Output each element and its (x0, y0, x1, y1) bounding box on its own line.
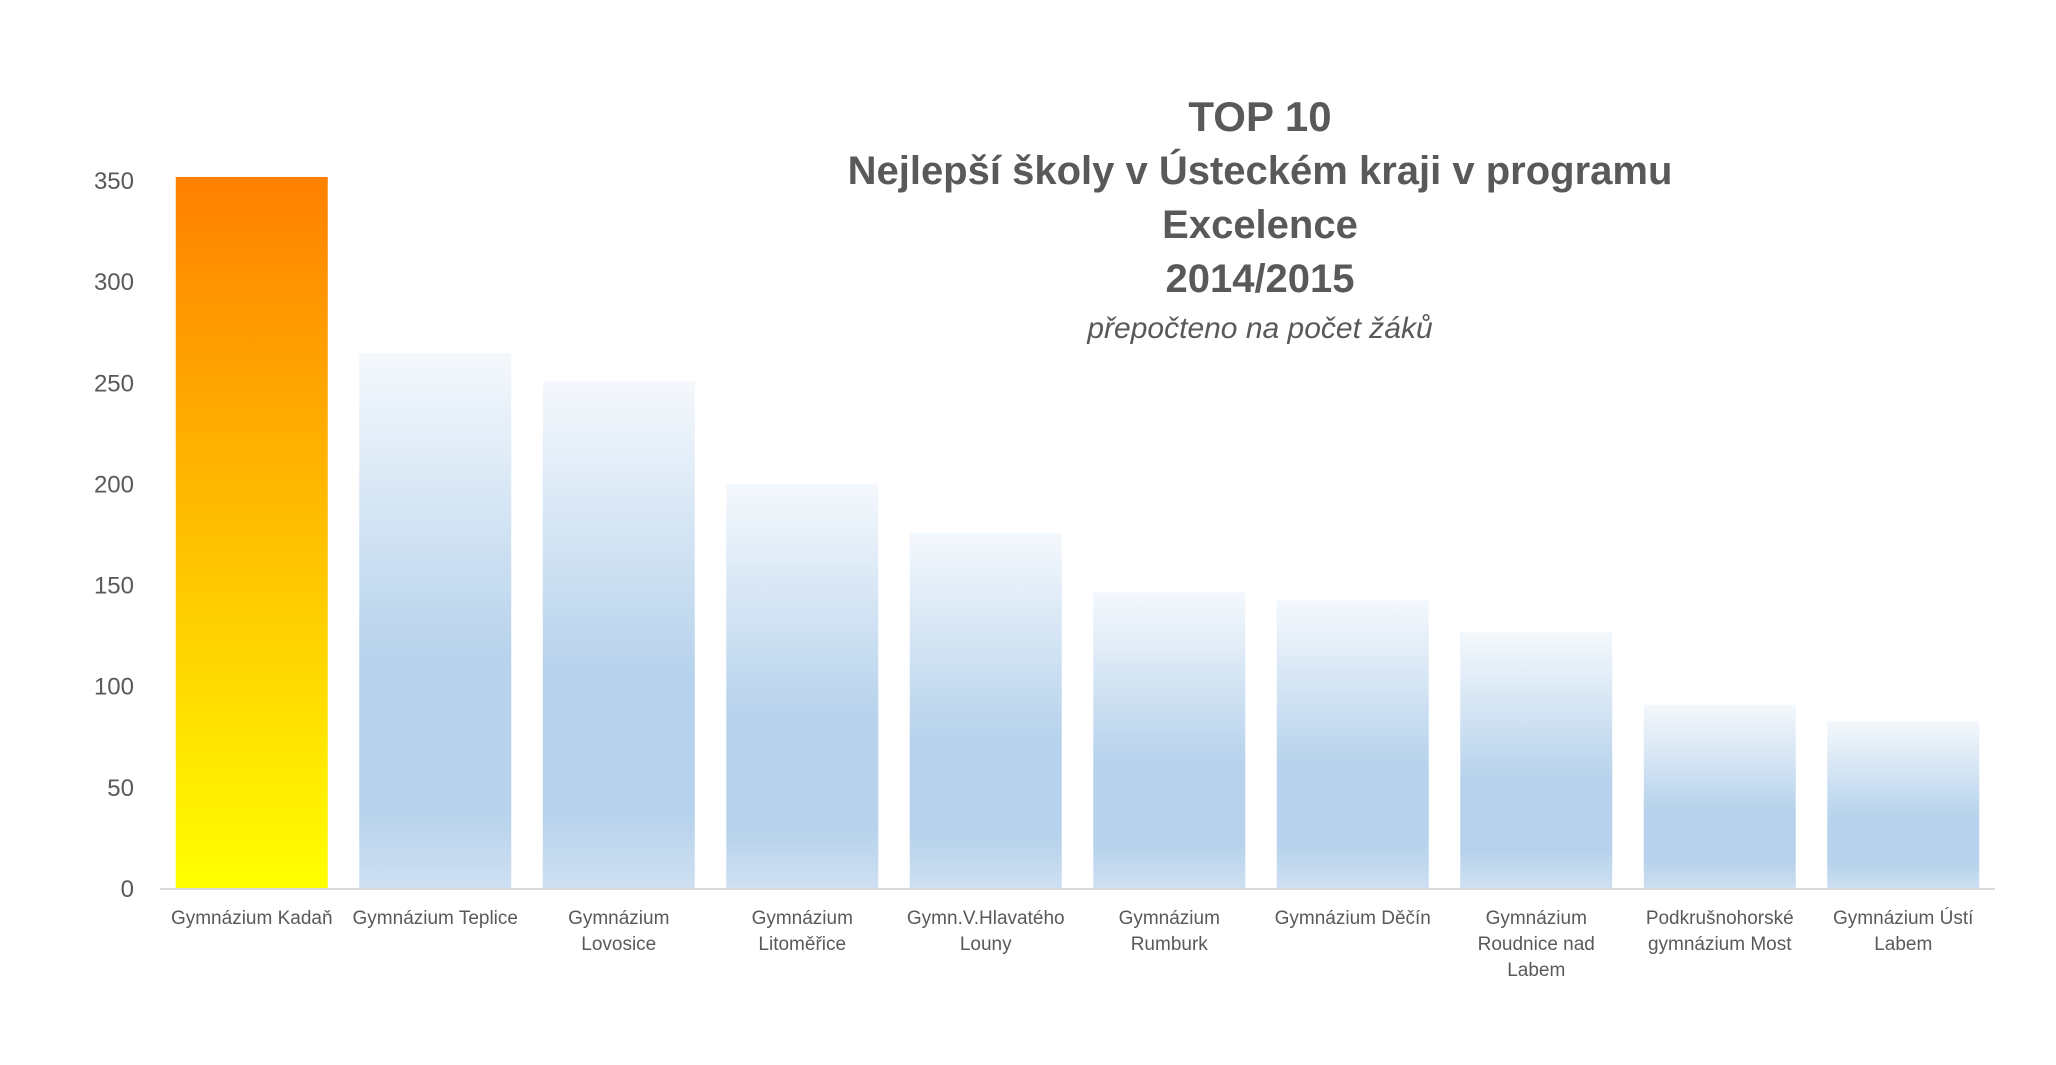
bar (726, 484, 879, 889)
x-tick-label: Podkrušnohorské gymnázium Most (1646, 908, 1794, 955)
x-tick-label-line: Labem (1874, 934, 1932, 955)
x-tick-label-line: Gymnázium (1119, 908, 1220, 929)
x-tick-label-line: Gymnázium Děčín (1275, 908, 1431, 929)
bar (1276, 599, 1429, 889)
x-tick-label-line: Rumburk (1131, 934, 1209, 955)
x-tick-label: Gymnázium Rumburk (1119, 908, 1220, 955)
x-tick-label: Gymn.V.Hlavatého Louny (907, 908, 1065, 955)
x-tick-label-line: Gymnázium (1486, 908, 1587, 929)
bar (359, 352, 512, 889)
chart-title-line-1: TOP 10 (1188, 93, 1332, 140)
y-tick-label: 200 (94, 471, 134, 498)
chart-title-line-3: 2014/2015 (1165, 257, 1355, 301)
y-axis: 0 50 100 150 200 250 300 350 (94, 168, 134, 903)
x-tick-label-line: Gymnázium Ústí (1833, 907, 1974, 929)
chart-subtitle: přepočteno na počet žáků (1087, 312, 1433, 345)
chart-title-block: TOP 10 Nejlepší školy v Ústeckém kraji v… (760, 90, 1760, 352)
x-tick-label: Gymnázium Litoměřice (752, 908, 853, 955)
y-tick-label: 50 (107, 775, 134, 802)
x-tick-label-line: Labem (1507, 960, 1565, 981)
y-tick-label: 0 (121, 876, 134, 903)
x-tick-label: Gymnázium Ústí Labem (1833, 907, 1974, 955)
y-tick-label: 150 (94, 573, 134, 600)
bar (1827, 721, 1980, 889)
chart-title-line-2: Nejlepší školy v Ústeckém kraji v progra… (847, 149, 1673, 247)
x-tick-label-line: gymnázium Most (1648, 934, 1792, 955)
x-tick-label-line: Gymn.V.Hlavatého (907, 908, 1065, 929)
bars-group (175, 176, 1980, 889)
x-tick-label-line: Gymnázium Teplice (353, 908, 518, 929)
x-tick-label: Gymnázium Kadaň (171, 908, 333, 929)
x-tick-label: Gymnázium Roudnice nad Labem (1478, 908, 1595, 981)
x-tick-label-line: Podkrušnohorské (1646, 908, 1794, 929)
x-tick-label-line: Roudnice nad (1478, 934, 1595, 955)
bar (1460, 632, 1613, 889)
bar (1093, 591, 1246, 889)
bar (542, 381, 695, 889)
x-tick-label-line: Gymnázium (568, 908, 669, 929)
y-tick-label: 250 (94, 370, 134, 397)
x-tick-label-line: Lovosice (581, 934, 656, 955)
x-tick-label-line: Gymnázium (752, 908, 853, 929)
x-tick-label: Gymnázium Teplice (353, 908, 518, 929)
y-tick-label: 100 (94, 674, 134, 701)
y-tick-label: 300 (94, 269, 134, 296)
x-tick-label-line: Litoměřice (758, 934, 846, 955)
x-tick-label: Gymnázium Lovosice (568, 908, 669, 955)
x-axis-labels: Gymnázium Kadaň Gymnázium Teplice Gymnáziu… (171, 907, 1974, 981)
x-tick-label-line: Louny (960, 934, 1012, 955)
x-tick-label-line: Gymnázium Kadaň (171, 908, 333, 929)
bar-highlighted (175, 176, 328, 889)
y-tick-label: 350 (94, 168, 134, 195)
bar (1643, 704, 1796, 889)
x-tick-label: Gymnázium Děčín (1275, 908, 1431, 929)
bar (909, 532, 1062, 889)
